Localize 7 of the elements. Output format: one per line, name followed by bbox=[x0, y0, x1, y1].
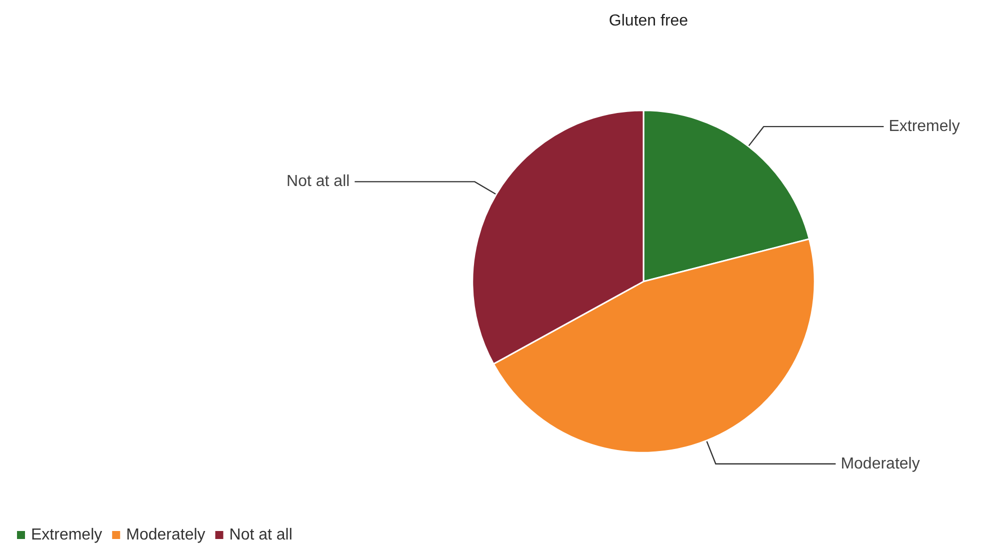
chart-title: Gluten free bbox=[608, 12, 688, 30]
legend-label: Not at all bbox=[229, 526, 292, 544]
slice-label: Moderately bbox=[840, 455, 920, 472]
slice-label: Not at all bbox=[286, 173, 350, 190]
legend-label: Extremely bbox=[31, 526, 102, 544]
legend-label: Moderately bbox=[126, 526, 206, 544]
slice-label: Extremely bbox=[888, 118, 960, 136]
